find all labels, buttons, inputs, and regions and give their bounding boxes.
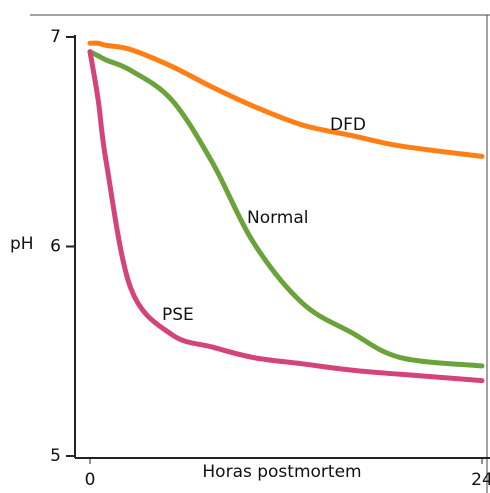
series-label: PSE	[162, 305, 194, 325]
x-tick-label: 0	[85, 470, 96, 490]
x-axis-label: Horas postmortem	[202, 462, 361, 482]
y-tick-label: 7	[50, 27, 61, 47]
series-label: DFD	[330, 115, 366, 135]
x-tick-label: 24	[471, 470, 490, 490]
series-line	[87, 49, 485, 369]
series-label: Normal	[247, 208, 309, 228]
series-line	[87, 40, 485, 159]
y-tick-label: 6	[50, 237, 61, 257]
series-line	[87, 49, 485, 384]
y-axis-label: pH	[10, 234, 34, 254]
y-tick-label: 5	[50, 446, 61, 466]
